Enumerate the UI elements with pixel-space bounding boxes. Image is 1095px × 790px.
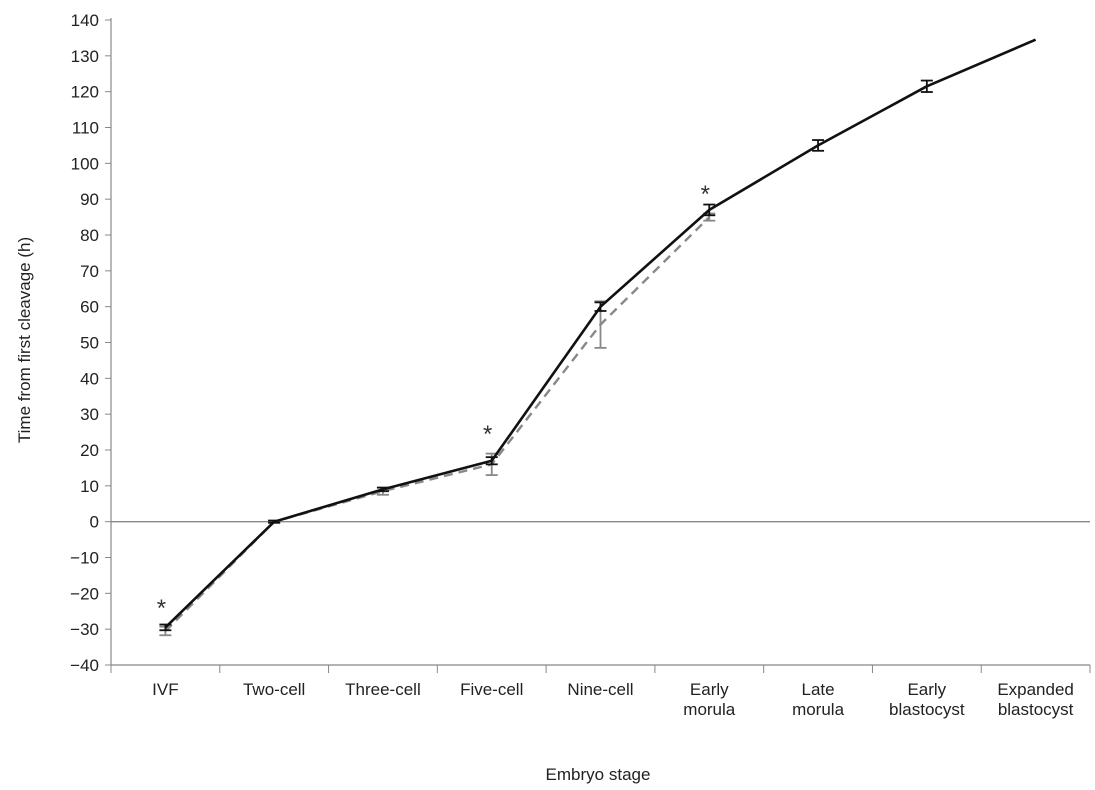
y-tick-label: 80 bbox=[80, 226, 99, 245]
y-tick-label: 40 bbox=[80, 369, 99, 388]
y-axis-title: Time from first cleavage (h) bbox=[15, 237, 34, 443]
significance-asterisk: * bbox=[701, 181, 710, 208]
x-category-label: Early morula bbox=[683, 680, 736, 719]
y-axis-ticks: −40 −30 −20 −10 0 10 20 30 40 50 60 70 80 90 100 110 120… bbox=[70, 11, 111, 675]
y-tick-label: −20 bbox=[70, 584, 99, 603]
y-tick-label: −30 bbox=[70, 620, 99, 639]
x-category-label-line: Two-cell bbox=[243, 680, 305, 699]
x-category-label-line: Nine-cell bbox=[567, 680, 633, 699]
x-category-label: Expanded blastocyst bbox=[997, 680, 1074, 719]
y-tick-label: 0 bbox=[90, 513, 99, 532]
x-category-label: Nine-cell bbox=[567, 680, 633, 699]
x-category-label-line: Late bbox=[802, 680, 835, 699]
x-axis-title: Embryo stage bbox=[546, 765, 651, 784]
x-category-label-line: morula bbox=[792, 700, 845, 719]
x-category-label-line: Three-cell bbox=[345, 680, 421, 699]
y-tick-label: 30 bbox=[80, 405, 99, 424]
x-category-label: Early blastocyst bbox=[889, 680, 965, 719]
significance-asterisk: * bbox=[483, 421, 492, 448]
y-tick-label: 50 bbox=[80, 334, 99, 353]
y-tick-label: 20 bbox=[80, 441, 99, 460]
y-tick-label: 130 bbox=[71, 47, 99, 66]
x-category-label-line: IVF bbox=[152, 680, 178, 699]
x-category-label-line: Early bbox=[907, 680, 946, 699]
significance-asterisk: * bbox=[157, 595, 166, 622]
x-category-label-line: morula bbox=[683, 700, 736, 719]
y-tick-label: 60 bbox=[80, 298, 99, 317]
y-tick-label: 110 bbox=[72, 119, 99, 138]
y-tick-label: −10 bbox=[70, 549, 99, 568]
y-tick-label: 100 bbox=[71, 154, 99, 173]
x-axis-ticks: IVF Two-cell Three-cell Five-cell Nine-cell E… bbox=[110, 665, 1091, 719]
x-category-label: Five-cell bbox=[460, 680, 523, 699]
y-tick-label: 120 bbox=[71, 83, 99, 102]
y-tick-label: 90 bbox=[80, 190, 99, 209]
x-category-label-line: Five-cell bbox=[460, 680, 523, 699]
x-category-label: IVF bbox=[152, 680, 178, 699]
x-category-label-line: blastocyst bbox=[889, 700, 965, 719]
y-tick-label: 140 bbox=[71, 11, 99, 30]
x-category-label-line: blastocyst bbox=[998, 700, 1074, 719]
y-tick-label: 70 bbox=[80, 262, 99, 281]
x-category-label-line: Expanded bbox=[997, 680, 1074, 699]
y-tick-label: −40 bbox=[70, 656, 99, 675]
x-category-label-line: Early bbox=[690, 680, 729, 699]
y-tick-label: 10 bbox=[80, 477, 99, 496]
annotations: * * * bbox=[157, 181, 710, 622]
x-category-label: Three-cell bbox=[345, 680, 421, 699]
series-line-dashed bbox=[164, 216, 711, 632]
x-category-label: Two-cell bbox=[243, 680, 305, 699]
x-category-label: Late morula bbox=[792, 680, 845, 719]
series-group bbox=[159, 38, 1037, 637]
